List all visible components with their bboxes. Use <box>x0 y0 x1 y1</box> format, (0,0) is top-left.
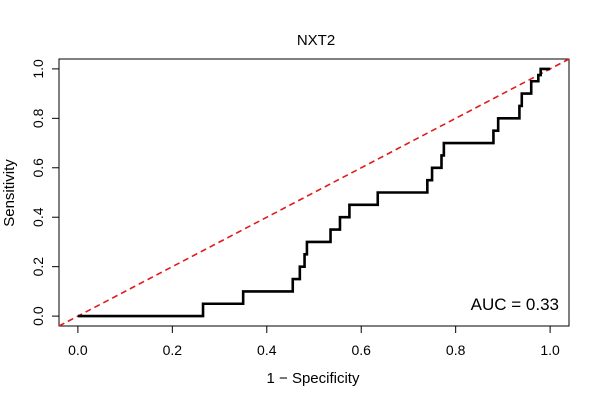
y-axis-title: Sensitivity <box>1 159 18 227</box>
y-tick-label: 0.6 <box>30 158 46 178</box>
y-tick-label: 0.0 <box>30 306 46 326</box>
reference-diagonal-line <box>58 58 570 327</box>
x-tick-label: 0.0 <box>68 342 88 358</box>
y-axis: 0.0 0.2 0.4 0.6 0.8 1.0 <box>30 59 60 326</box>
roc-curve <box>77 67 551 318</box>
y-tick-label: 1.0 <box>30 59 46 79</box>
series-layer <box>77 67 551 318</box>
auc-annotation: AUC = 0.33 <box>471 295 559 314</box>
x-tick-label: 1.0 <box>540 342 560 358</box>
x-axis-title: 1 − Specificity <box>267 370 360 387</box>
x-tick-label: 0.2 <box>163 342 183 358</box>
y-tick-label: 0.2 <box>30 257 46 277</box>
chart-title: NXT2 <box>297 32 335 49</box>
y-tick-label: 0.4 <box>30 207 46 227</box>
x-tick-label: 0.8 <box>446 342 466 358</box>
x-tick-label: 0.6 <box>351 342 371 358</box>
y-tick-label: 0.8 <box>30 108 46 128</box>
x-tick-label: 0.4 <box>257 342 277 358</box>
x-axis: 0.0 0.2 0.4 0.6 0.8 1.0 <box>68 325 560 358</box>
